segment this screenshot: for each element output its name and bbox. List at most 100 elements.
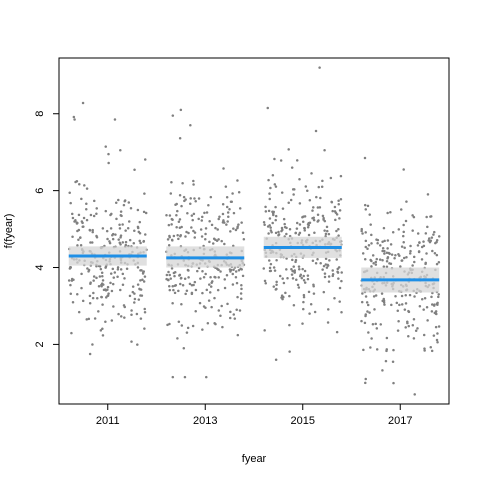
- data-point: [77, 213, 81, 217]
- data-point: [372, 261, 375, 265]
- data-point: [178, 218, 182, 221]
- data-point: [406, 320, 409, 324]
- data-point: [211, 280, 214, 283]
- data-point: [184, 198, 187, 201]
- data-point: [208, 291, 212, 294]
- data-point: [274, 205, 277, 209]
- data-point: [128, 294, 132, 298]
- data-point: [176, 337, 179, 340]
- data-point: [385, 259, 389, 263]
- data-point: [85, 187, 89, 190]
- data-point: [68, 191, 71, 195]
- data-point: [370, 265, 373, 268]
- data-point: [311, 209, 314, 212]
- data-point: [168, 285, 171, 288]
- data-point: [107, 152, 110, 156]
- data-point: [437, 293, 440, 296]
- data-point: [322, 218, 325, 221]
- data-point: [201, 328, 204, 331]
- data-point: [274, 358, 278, 362]
- data-point: [303, 281, 307, 284]
- data-point: [200, 235, 204, 238]
- data-point: [323, 272, 327, 275]
- data-point: [190, 214, 194, 217]
- data-point: [422, 333, 426, 337]
- data-point: [101, 227, 105, 230]
- data-point: [364, 295, 368, 298]
- data-point: [186, 326, 190, 330]
- data-point: [272, 266, 276, 269]
- data-point: [177, 289, 180, 293]
- data-point: [328, 259, 331, 262]
- data-point: [139, 269, 142, 272]
- data-point: [205, 375, 208, 379]
- data-point: [304, 185, 308, 188]
- data-point: [277, 234, 280, 237]
- data-point: [225, 223, 228, 226]
- data-point: [425, 215, 428, 219]
- data-point: [306, 189, 309, 193]
- data-point: [109, 281, 112, 285]
- data-point: [295, 159, 299, 162]
- data-point: [412, 337, 416, 340]
- data-point: [210, 223, 214, 227]
- data-point: [383, 303, 386, 306]
- data-point: [373, 308, 376, 311]
- data-point: [138, 232, 142, 235]
- data-point: [232, 313, 236, 316]
- data-point: [291, 258, 294, 262]
- data-point: [92, 275, 96, 278]
- data-point: [360, 300, 364, 304]
- data-point: [274, 218, 277, 222]
- data-point: [139, 288, 143, 291]
- data-point: [173, 284, 177, 287]
- data-point: [364, 245, 368, 249]
- data-point: [73, 220, 76, 223]
- data-point: [306, 274, 310, 277]
- data-point: [122, 203, 126, 207]
- data-point: [338, 300, 341, 303]
- data-point: [87, 268, 91, 272]
- data-point: [366, 204, 370, 208]
- data-point: [292, 193, 295, 196]
- data-point: [368, 213, 371, 216]
- data-point: [199, 277, 202, 280]
- data-point: [428, 240, 432, 244]
- data-point: [223, 242, 226, 246]
- data-point: [187, 276, 190, 279]
- data-point: [288, 227, 292, 231]
- data-point: [69, 292, 73, 296]
- data-point: [235, 281, 239, 285]
- data-point: [236, 295, 239, 299]
- data-point: [295, 278, 298, 281]
- data-point: [294, 258, 298, 262]
- data-point: [312, 292, 316, 295]
- data-point: [175, 202, 178, 206]
- data-point: [268, 197, 271, 201]
- data-point: [107, 292, 110, 295]
- data-point: [388, 262, 391, 265]
- data-point: [333, 205, 337, 209]
- data-point: [292, 303, 296, 307]
- data-point: [424, 261, 427, 265]
- data-point: [301, 267, 304, 271]
- data-point: [238, 309, 242, 312]
- data-point: [381, 240, 384, 244]
- data-point: [138, 239, 141, 243]
- data-point: [95, 276, 98, 280]
- data-point: [269, 186, 272, 190]
- data-point: [208, 220, 211, 223]
- data-point: [82, 216, 86, 220]
- data-point: [112, 305, 115, 308]
- data-point: [272, 285, 276, 288]
- data-point: [334, 218, 337, 222]
- data-point: [192, 179, 195, 183]
- data-point: [168, 214, 172, 217]
- data-point: [229, 310, 232, 314]
- data-point: [193, 197, 196, 200]
- data-point: [114, 233, 117, 236]
- data-point: [293, 271, 296, 274]
- data-point: [386, 257, 389, 260]
- data-point: [402, 241, 405, 244]
- data-point: [321, 179, 324, 183]
